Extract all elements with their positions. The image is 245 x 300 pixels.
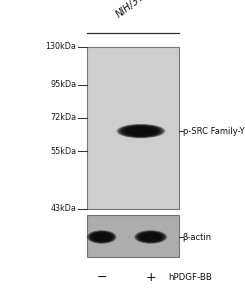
Ellipse shape (145, 235, 156, 239)
Text: p-SRC Family-Y416: p-SRC Family-Y416 (183, 127, 245, 136)
Bar (87, 214, 179, 256)
Bar (87, 214, 179, 256)
Ellipse shape (148, 236, 153, 238)
Ellipse shape (98, 236, 105, 238)
Ellipse shape (87, 230, 117, 244)
Ellipse shape (138, 130, 143, 132)
Ellipse shape (137, 231, 164, 243)
Ellipse shape (126, 127, 156, 135)
Ellipse shape (130, 128, 152, 134)
Ellipse shape (93, 233, 110, 241)
Ellipse shape (125, 126, 157, 136)
Ellipse shape (99, 236, 104, 238)
Ellipse shape (120, 125, 162, 137)
Text: −: − (97, 271, 107, 284)
Text: 130kDa: 130kDa (46, 42, 76, 51)
Ellipse shape (149, 236, 153, 238)
Ellipse shape (90, 232, 113, 242)
Ellipse shape (146, 235, 155, 239)
Text: 43kDa: 43kDa (50, 204, 76, 213)
Ellipse shape (136, 231, 165, 243)
Ellipse shape (135, 231, 166, 243)
Ellipse shape (96, 234, 108, 240)
Ellipse shape (129, 128, 153, 135)
Text: 55kDa: 55kDa (50, 147, 76, 156)
Ellipse shape (95, 234, 108, 240)
Ellipse shape (93, 233, 111, 241)
Ellipse shape (97, 235, 107, 239)
Ellipse shape (88, 231, 115, 243)
Text: +: + (145, 271, 156, 284)
Ellipse shape (132, 129, 149, 134)
Ellipse shape (134, 129, 148, 133)
Ellipse shape (98, 235, 106, 239)
Text: β-actin: β-actin (183, 232, 212, 242)
Ellipse shape (116, 124, 165, 138)
Ellipse shape (142, 234, 159, 240)
Ellipse shape (94, 234, 109, 240)
Ellipse shape (147, 236, 154, 238)
Ellipse shape (143, 234, 158, 240)
Ellipse shape (100, 236, 103, 238)
Ellipse shape (124, 126, 158, 136)
Ellipse shape (88, 231, 116, 243)
Ellipse shape (137, 130, 145, 132)
Ellipse shape (134, 230, 167, 244)
Ellipse shape (141, 233, 161, 241)
Ellipse shape (144, 234, 157, 240)
Ellipse shape (92, 232, 112, 242)
Ellipse shape (89, 231, 114, 243)
Ellipse shape (138, 232, 164, 242)
Ellipse shape (118, 124, 164, 138)
Text: 95kDa: 95kDa (50, 80, 76, 89)
Text: hPDGF-BB: hPDGF-BB (168, 273, 212, 282)
Text: NIH/3T3: NIH/3T3 (114, 0, 151, 20)
Ellipse shape (139, 232, 163, 242)
Ellipse shape (91, 232, 112, 242)
Ellipse shape (121, 125, 160, 137)
Ellipse shape (119, 124, 163, 138)
Bar (87, 46, 179, 208)
Ellipse shape (142, 233, 160, 241)
Text: 72kDa: 72kDa (50, 113, 76, 122)
Ellipse shape (122, 126, 159, 136)
Ellipse shape (136, 130, 146, 133)
Ellipse shape (140, 232, 162, 242)
Ellipse shape (131, 128, 151, 134)
Ellipse shape (127, 127, 154, 135)
Ellipse shape (135, 129, 147, 133)
